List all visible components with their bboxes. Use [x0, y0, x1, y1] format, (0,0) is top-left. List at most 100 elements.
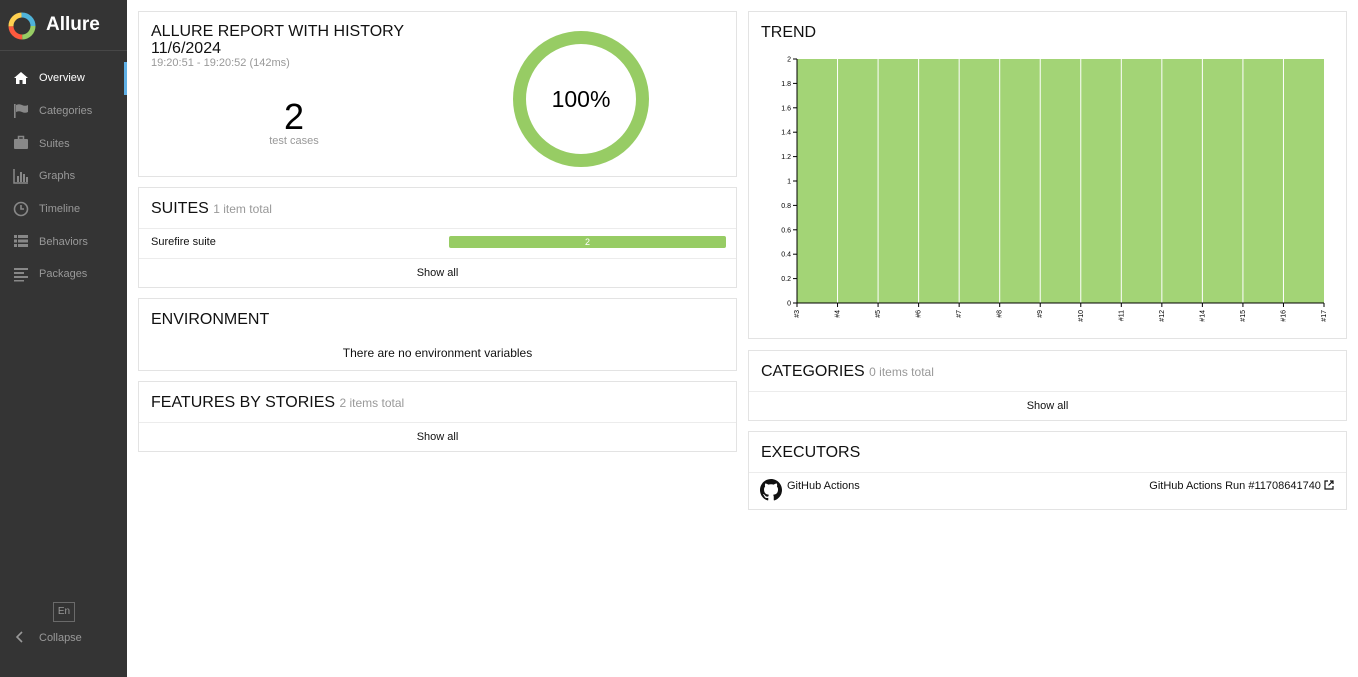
trend-y-tick-label: 1.4 — [781, 130, 791, 137]
donut-ring — [513, 31, 649, 167]
trend-x-tick-label: #17 — [1321, 310, 1328, 322]
sidebar-nav: Overview Categories Suites Graphs Timeli… — [0, 62, 127, 291]
divider — [749, 391, 1346, 392]
bar-chart-icon — [13, 169, 28, 184]
categories-title: CATEGORIES 0 items total — [761, 363, 934, 381]
sidebar-item-label: Behaviors — [39, 235, 88, 248]
suite-status-bar[interactable]: 2 — [449, 236, 726, 248]
trend-x-tick-label: #16 — [1280, 310, 1287, 322]
features-count: 2 items total — [339, 396, 405, 410]
sidebar-item-label: Overview — [39, 72, 85, 85]
test-case-count-label: test cases — [269, 135, 319, 147]
sidebar-item-label: Suites — [39, 137, 70, 150]
report-title-line1: ALLURE REPORT WITH HISTORY — [151, 23, 405, 40]
features-show-all-link[interactable]: Show all — [416, 431, 459, 443]
allure-logo-icon — [8, 12, 36, 40]
test-case-count: 2 — [283, 96, 305, 137]
trend-x-tick-label: #12 — [1159, 310, 1166, 322]
divider — [139, 422, 736, 423]
sidebar-item-packages[interactable]: Packages — [0, 258, 127, 291]
briefcase-icon — [14, 136, 28, 150]
trend-chart[interactable]: 0 0.2 0.4 0.6 0.8 1 1.2 1.4 1.6 1.8 2 #3 #4 #5 #6 #7 #8 #… — [749, 12, 1346, 338]
trend-x-tick-label: #8 — [997, 310, 1004, 318]
external-link-icon — [1324, 480, 1334, 490]
home-icon — [14, 72, 28, 84]
trend-widget: TREND 0 0.2 0.4 0.6 0.8 1 1.2 1.4 1.6 1.8 2 #3 #4 #5 #… — [748, 11, 1347, 339]
trend-x-tick-label: #5 — [875, 310, 882, 318]
executor-run-text: GitHub Actions Run #11708641740 — [1149, 480, 1321, 492]
trend-y-tick-label: 0 — [787, 301, 791, 308]
trend-x-tick-label: #10 — [1078, 310, 1085, 322]
report-title: ALLURE REPORT WITH HISTORY 11/6/2024 — [151, 23, 404, 57]
trend-x-tick-label: #6 — [916, 310, 923, 318]
suite-name[interactable]: Surefire suite — [151, 236, 216, 248]
sidebar-item-label: Graphs — [39, 170, 76, 183]
chevron-left-icon — [15, 631, 23, 643]
sidebar: Allure Overview Categories Suites Graphs… — [0, 0, 127, 677]
app-name: Allure — [46, 14, 100, 35]
divider — [749, 472, 1346, 473]
sidebar-item-behaviors[interactable]: Behaviors — [0, 225, 127, 258]
trend-y-tick-label: 0.6 — [781, 227, 791, 234]
categories-widget: CATEGORIES 0 items total Show all — [748, 350, 1347, 421]
sidebar-item-timeline[interactable]: Timeline — [0, 193, 127, 226]
environment-widget: ENVIRONMENT There are no environment var… — [138, 298, 737, 371]
flag-icon — [14, 103, 28, 118]
sidebar-item-categories[interactable]: Categories — [0, 95, 127, 128]
sidebar-item-label: Packages — [39, 268, 88, 281]
divider — [139, 228, 736, 229]
executors-widget: EXECUTORS GitHub Actions GitHub Actions … — [748, 431, 1347, 510]
suites-title: SUITES 1 item total — [151, 200, 272, 218]
executor-run-link[interactable]: GitHub Actions Run #11708641740 — [1149, 480, 1334, 492]
sidebar-item-graphs[interactable]: Graphs — [0, 160, 127, 193]
trend-y-tick-label: 0.8 — [781, 203, 791, 210]
language-switch[interactable]: En — [53, 602, 75, 622]
pass-rate-donut[interactable]: 100% — [511, 29, 651, 169]
align-left-icon — [14, 268, 28, 282]
divider — [139, 258, 736, 259]
report-time-range: 19:20:51 - 19:20:52 (142ms) — [151, 57, 290, 69]
trend-y-tick-label: 2 — [787, 57, 791, 64]
categories-title-text: CATEGORIES — [761, 363, 865, 380]
clock-icon — [13, 201, 29, 217]
trend-x-tick-label: #14 — [1199, 310, 1206, 322]
categories-count: 0 items total — [869, 365, 934, 379]
trend-x-tick-label: #11 — [1118, 310, 1125, 321]
suites-title-text: SUITES — [151, 200, 209, 217]
sidebar-item-suites[interactable]: Suites — [0, 127, 127, 160]
suites-show-all-link[interactable]: Show all — [416, 267, 459, 279]
sidebar-item-label: Categories — [39, 105, 93, 118]
trend-x-tick-label: #9 — [1037, 310, 1044, 318]
suites-count: 1 item total — [213, 202, 272, 216]
sidebar-item-overview[interactable]: Overview — [0, 62, 127, 95]
suites-widget: SUITES 1 item total Surefire suite 2 Sho… — [138, 187, 737, 288]
trend-x-tick-label: #4 — [835, 310, 842, 318]
trend-y-tick-label: 1.2 — [781, 154, 791, 161]
trend-y-tick-label: 1.8 — [781, 81, 791, 88]
features-widget: FEATURES BY STORIES 2 items total Show a… — [138, 381, 737, 452]
trend-x-tick-label: #15 — [1240, 310, 1247, 322]
collapse-label: Collapse — [39, 632, 82, 644]
trend-y-tick-label: 1 — [787, 179, 791, 186]
list-icon — [14, 235, 28, 248]
trend-y-tick-label: 0.4 — [781, 252, 791, 259]
categories-show-all-link[interactable]: Show all — [1026, 400, 1069, 412]
features-title-text: FEATURES BY STORIES — [151, 394, 336, 411]
collapse-button[interactable]: Collapse — [0, 628, 127, 648]
github-icon — [760, 479, 782, 501]
sidebar-item-label: Timeline — [39, 203, 81, 216]
executors-title: EXECUTORS — [761, 444, 861, 461]
brand[interactable]: Allure — [0, 0, 127, 51]
trend-area-passed[interactable] — [797, 59, 1324, 303]
executor-name: GitHub Actions — [787, 480, 860, 492]
environment-empty-text: There are no environment variables — [342, 346, 533, 360]
trend-x-tick-label: #7 — [956, 310, 963, 318]
report-date: 11/6/2024 — [151, 40, 221, 57]
features-title: FEATURES BY STORIES 2 items total — [151, 394, 404, 412]
environment-title: ENVIRONMENT — [151, 311, 270, 328]
trend-x-tick-label: #3 — [794, 310, 801, 318]
pass-rate-percent: 100% — [552, 86, 611, 112]
summary-widget: ALLURE REPORT WITH HISTORY 11/6/2024 19:… — [138, 11, 737, 177]
trend-title: TREND — [761, 24, 817, 41]
trend-y-tick-label: 0.2 — [781, 276, 791, 283]
